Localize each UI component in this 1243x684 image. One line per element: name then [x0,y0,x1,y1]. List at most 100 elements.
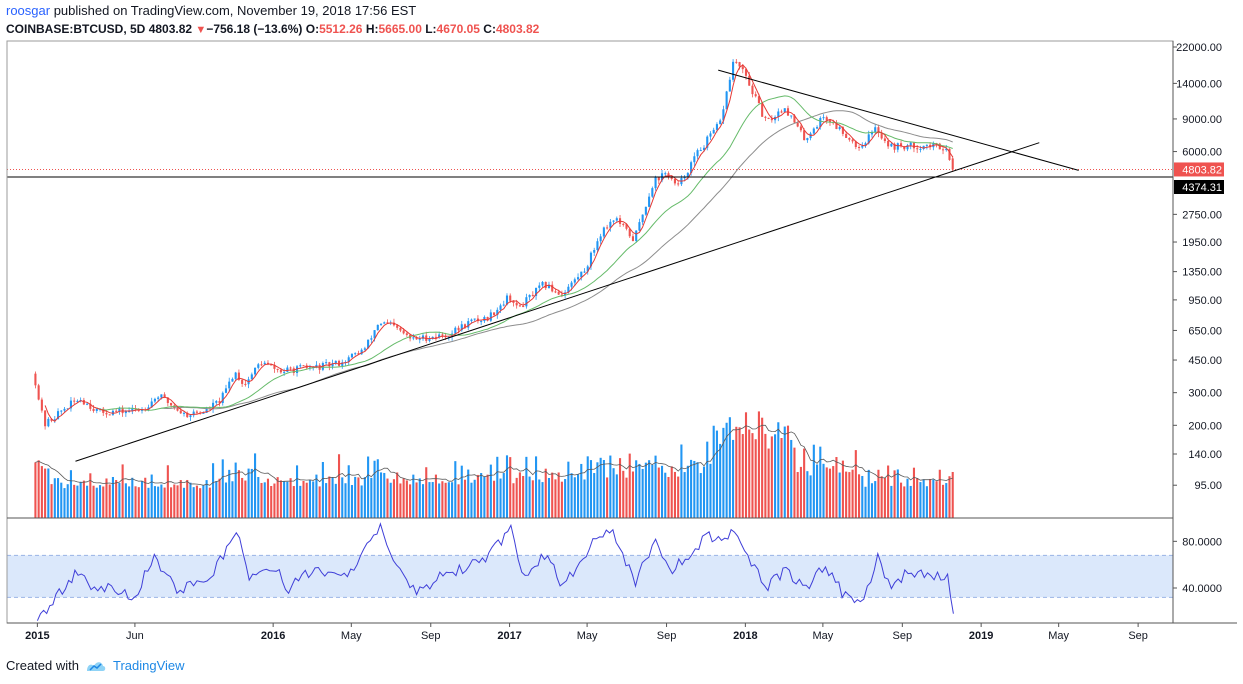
volume-bar [434,474,437,518]
volume-bar [654,455,657,518]
candle-body [212,402,215,409]
volume-bar [370,477,373,518]
time-tick-label: Jun [126,630,144,642]
candle-body [386,322,389,324]
candle-body [741,66,744,70]
candle-body [919,148,922,150]
candle-body [399,327,402,331]
last-price-label: 4803.82 [1182,164,1222,176]
candle-body [463,324,467,328]
candle-body [547,284,551,289]
volume-bar [538,479,541,518]
price-axis[interactable]: 22000.00 14000.00 9000.00 6000.00 2750.00 195… [1173,42,1224,492]
candle-body [609,221,612,228]
volume-bar [44,468,47,518]
candle-body [47,418,50,427]
candle-body [631,236,635,241]
author-link[interactable]: roosgar [6,3,51,18]
volume-bar [858,474,861,518]
volume-bar [86,485,89,518]
volume-bar [102,486,105,518]
candle-body [379,323,383,325]
volume-bar [92,485,95,518]
tradingview-link[interactable]: TradingView [85,658,185,673]
volume-bar [299,485,302,518]
volume-bar [260,482,263,518]
volume-bar [137,487,140,518]
volume-bar [796,472,799,518]
volume-bar [935,481,938,518]
price-tick-label: 2750.00 [1182,209,1222,221]
volume-bar [347,465,350,518]
candle-body [816,127,819,129]
candle-body [735,61,738,63]
candle-body [170,402,173,406]
chart-frame [6,40,1237,624]
volume-bar [925,486,928,518]
volume-bar [421,484,425,518]
candle-body [347,357,350,362]
volume-bar [576,474,580,518]
candle-body [858,147,861,149]
candle-body [493,312,496,316]
volume-bar [528,476,531,518]
volume-bar [221,459,224,518]
volume-bar [215,481,218,518]
candle-body [467,321,470,328]
candle-body [118,408,121,412]
candle-body [583,271,586,273]
tradingview-logo-icon [86,661,106,671]
candle-body [56,411,60,420]
time-axis[interactable]: 2015 Jun 2016 May Sep 2017 May Sep 2018 May Sep 201… [25,623,1148,642]
volume-bar [457,484,460,518]
volume-bar [712,425,715,518]
descending-trendline[interactable] [718,69,1079,171]
candle-body [509,295,512,301]
candle-body [757,96,760,104]
volume-bar [121,464,124,518]
volume-bar [357,477,360,518]
candle-body [799,126,802,131]
volume-bar [128,486,131,518]
candle-body [602,227,605,237]
price-tick-label: 1350.00 [1182,267,1222,279]
volume-bar [315,474,318,518]
candle-body [790,115,793,117]
ascending-trendline[interactable] [75,142,1040,462]
candle-body [696,150,699,157]
candle-body [664,173,667,175]
volume-bar [909,485,912,518]
volume-bar [557,472,560,518]
volume-bar [916,477,919,518]
volume-bar [622,470,625,518]
candle-body [593,250,596,253]
candle-body [580,271,583,278]
volume-bar [166,465,169,518]
candle-body [638,222,641,231]
candle-body [370,338,373,340]
volume-bar [535,456,538,518]
volume-bar [903,486,906,518]
time-tick-label: Sep [657,630,677,642]
candle-body [770,118,773,121]
volume-bar [780,437,783,518]
volume-bar [63,488,66,518]
candle-body [767,117,770,119]
sma-short-line [44,64,954,422]
volume-bar [544,468,547,518]
candle-body [367,339,370,349]
volume-bar [741,434,744,518]
rsi-axis[interactable]: 80.0000 40.0000 [1173,536,1222,595]
volume-bar [673,471,676,518]
last-price-badge [1174,162,1224,177]
volume-bar [308,480,312,518]
volume-bar [774,434,777,518]
volume-bar [140,481,144,518]
candle-body [851,139,854,142]
volume-bar [208,487,211,518]
volume-bar [331,477,334,518]
volume-bar [845,471,848,518]
candle-body [250,374,253,380]
volume-bar [799,466,802,518]
